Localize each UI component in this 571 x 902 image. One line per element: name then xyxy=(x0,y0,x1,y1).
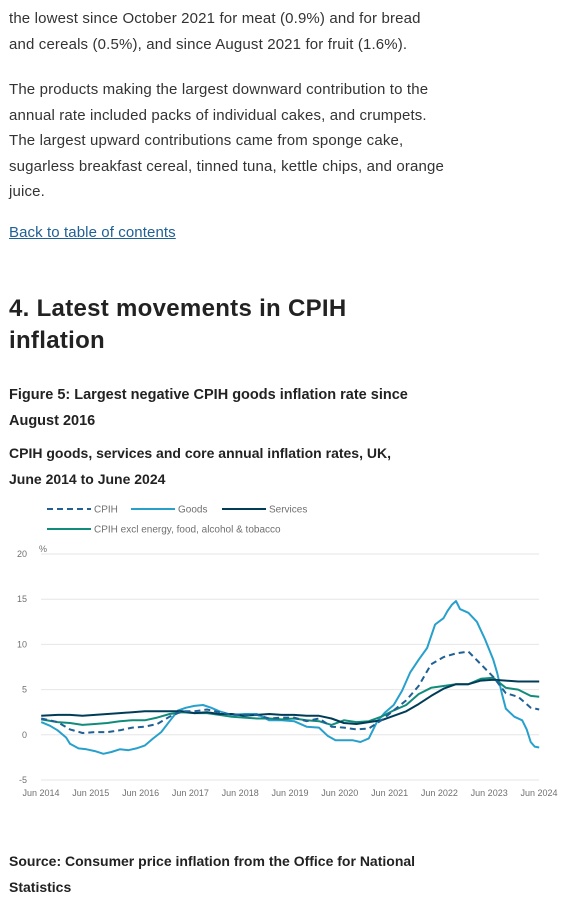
chart-series xyxy=(40,600,540,755)
x-tick-label: Jun 2017 xyxy=(172,788,209,798)
figure-subtitle: CPIH goods, services and core annual inf… xyxy=(9,445,391,487)
y-tick-label: -5 xyxy=(19,775,27,785)
section-heading: 4. Latest movements in CPIH inflation xyxy=(9,295,347,354)
y-tick-label: 10 xyxy=(17,639,27,649)
x-axis: Jun 2014 Jun 2015 Jun 2016 Jun 2017 Jun 2018… xyxy=(22,788,557,798)
x-tick-label: Jun 2022 xyxy=(421,788,458,798)
body-paragraph: the lowest since October 2021 for meat (… xyxy=(9,10,421,53)
x-tick-label: Jun 2023 xyxy=(471,788,508,798)
y-tick-label: 0 xyxy=(22,730,27,740)
series-line-services xyxy=(41,678,540,725)
x-tick-label: Jun 2019 xyxy=(271,788,308,798)
x-tick-label: Jun 2020 xyxy=(321,788,358,798)
x-tick-label: Jun 2016 xyxy=(122,788,159,798)
body-paragraph: The products making the largest downward… xyxy=(9,81,445,200)
source-note: Source: Consumer price inflation from th… xyxy=(9,853,416,895)
y-tick-label: 5 xyxy=(22,685,27,695)
line-chart: CPIH Goods Services CPIH excl energy, food,… xyxy=(17,505,558,799)
y-tick-label: 20 xyxy=(17,549,27,559)
chart-gridlines xyxy=(41,553,539,781)
series-line-goods xyxy=(40,600,540,755)
chart-legend: CPIH Goods Services CPIH excl energy, food,… xyxy=(47,505,307,536)
y-axis: 20 15 10 5 0 -5% xyxy=(17,544,47,785)
legend-label: CPIH xyxy=(94,505,118,516)
legend-label: Goods xyxy=(178,505,207,516)
x-tick-label: Jun 2014 xyxy=(22,788,59,798)
x-tick-label: Jun 2021 xyxy=(371,788,408,798)
back-to-contents-link[interactable]: Back to table of contents xyxy=(9,224,176,241)
y-axis-unit: % xyxy=(39,544,47,554)
y-tick-label: 15 xyxy=(17,594,27,604)
x-tick-label: Jun 2015 xyxy=(72,788,109,798)
figure-title: Figure 5: Largest negative CPIH goods in… xyxy=(9,387,408,429)
legend-label: CPIH excl energy, food, alcohol & tobacc… xyxy=(94,525,281,536)
series-line-cpih xyxy=(40,650,540,734)
x-tick-label: Jun 2024 xyxy=(520,788,557,798)
legend-label: Services xyxy=(269,505,307,516)
x-tick-label: Jun 2018 xyxy=(222,788,259,798)
